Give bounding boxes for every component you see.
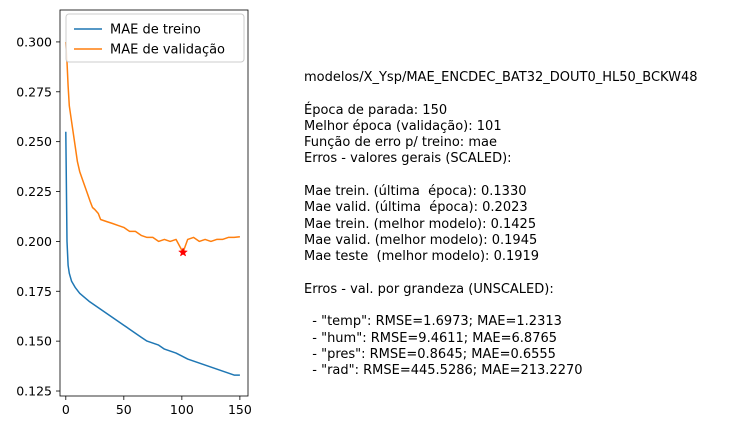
training-chart: 0 50 100 150 0.125 0.150 0.175 0.200 0.225 0.250 0… xyxy=(16,9,252,417)
info-line: Erros - val. por grandeza (UNSCALED): xyxy=(304,281,554,297)
y-tick-label: 0.300 xyxy=(16,34,52,49)
y-tick-label: 0.175 xyxy=(16,284,52,299)
y-tick-label: 0.275 xyxy=(16,84,52,99)
info-line: - "rad": RMSE=445.5286; MAE=213.2270 xyxy=(304,363,583,379)
info-line: Erros - valores gerais (SCALED): xyxy=(304,151,512,167)
legend-entry-1: MAE de validação xyxy=(110,43,225,58)
x-tick-label: 150 xyxy=(228,402,252,417)
legend-entry-0: MAE de treino xyxy=(110,23,201,38)
info-line: modelos/X_Ysp/MAE_ENCDEC_BAT32_DOUT0_HL5… xyxy=(304,70,698,85)
info-line xyxy=(304,168,729,184)
info-line: Função de erro p/ treino: mae xyxy=(304,135,497,151)
x-tick-label: 0 xyxy=(62,402,70,417)
y-tick-label: 0.150 xyxy=(16,334,52,349)
x-tick-label: 50 xyxy=(116,402,132,417)
info-line: - "pres": RMSE=0.8645; MAE=0.6555 xyxy=(304,347,556,363)
info-panel: modelos/X_Ysp/MAE_ENCDEC_BAT32_DOUT0_HL5… xyxy=(304,70,729,380)
info-line xyxy=(304,266,729,282)
info-line xyxy=(304,86,729,102)
series-line-1 xyxy=(65,41,240,254)
y-tick-label: 0.200 xyxy=(16,234,52,249)
info-line: - "hum": RMSE=9.4611; MAE=6.8765 xyxy=(304,330,558,346)
y-tick-label: 0.250 xyxy=(16,134,52,149)
info-line: Mae teste (melhor modelo): 0.1919 xyxy=(304,249,540,265)
series-line-0 xyxy=(65,131,240,376)
info-line: - "temp": RMSE=1.6973; MAE=1.2313 xyxy=(304,314,562,330)
info-line: Mae valid. (melhor modelo): 0.1945 xyxy=(304,232,538,248)
info-line: Mae valid. (última época): 0.2023 xyxy=(304,200,528,216)
info-line: Mae trein. (melhor modelo): 0.1425 xyxy=(304,216,537,232)
plot-frame xyxy=(59,9,249,397)
info-line: Mae trein. (última época): 0.1330 xyxy=(304,184,527,200)
info-line xyxy=(304,298,729,314)
x-tick-label: 100 xyxy=(170,402,194,417)
info-line: Época de parada: 150 xyxy=(304,102,448,118)
info-line: Melhor época (validação): 101 xyxy=(304,118,502,134)
y-tick-label: 0.125 xyxy=(16,384,52,399)
best-epoch-star-marker xyxy=(178,247,188,257)
legend: MAE de treino MAE de validação xyxy=(65,13,245,63)
legend-box xyxy=(65,13,245,63)
y-tick-label: 0.225 xyxy=(16,184,52,199)
